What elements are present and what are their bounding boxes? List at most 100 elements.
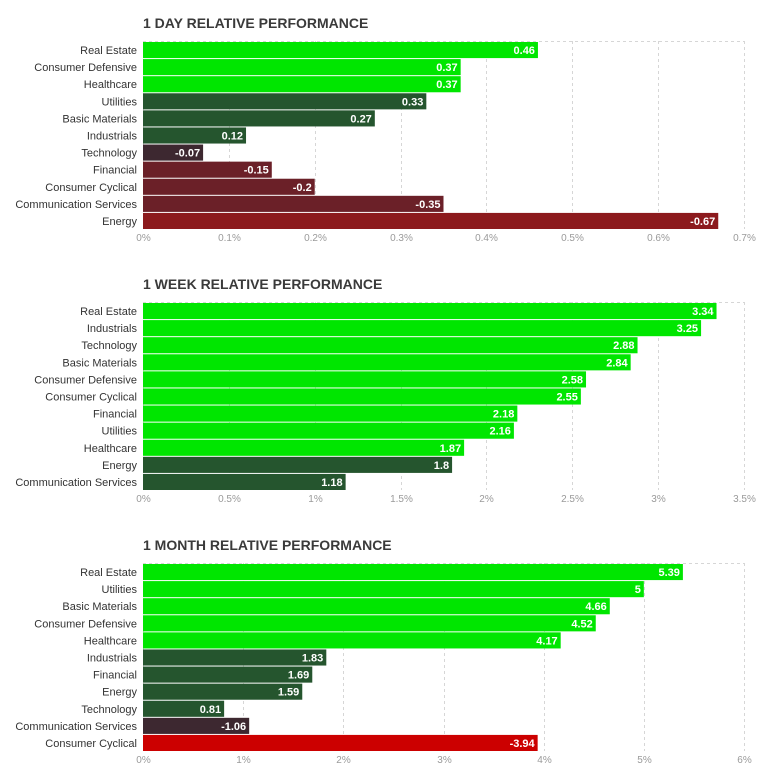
bar-consumer-cyclical[interactable]: [143, 178, 315, 195]
category-label: Basic Materials: [62, 357, 137, 369]
bar-real-estate[interactable]: [143, 42, 538, 59]
x-tick-label: 0%: [136, 755, 151, 766]
x-tick-label: 0%: [136, 233, 151, 244]
bar-consumer-defensive[interactable]: [143, 59, 461, 76]
bar-consumer-cyclical[interactable]: [143, 734, 538, 751]
category-label: Real Estate: [80, 45, 137, 57]
x-tick-label: 1%: [236, 755, 251, 766]
category-label: Communication Services: [15, 721, 137, 733]
bar-industrials[interactable]: [143, 127, 247, 144]
bar-industrials[interactable]: [143, 320, 702, 337]
bar-healthcare[interactable]: [143, 76, 461, 93]
x-tick-label: 2.5%: [561, 494, 584, 505]
bar-utilities[interactable]: [143, 93, 427, 110]
category-label: Consumer Defensive: [34, 618, 137, 630]
x-tick-label: 0.4%: [475, 233, 498, 244]
bar-energy[interactable]: [143, 212, 719, 229]
category-label: Financial: [93, 409, 137, 421]
data-label: 0.37: [436, 62, 457, 74]
bar-financial[interactable]: [143, 161, 272, 178]
x-tick-label: 5%: [637, 755, 652, 766]
data-label: 1.87: [440, 443, 461, 455]
chart-panel-0: 1 DAY RELATIVE PERFORMANCE 0% 0.1% 0.2% 0.3%…: [15, 15, 756, 244]
category-label: Industrials: [87, 323, 138, 335]
bar-basic-materials[interactable]: [143, 354, 631, 371]
category-label: Communication Services: [15, 199, 137, 211]
data-label: 5: [635, 584, 641, 596]
category-label: Utilities: [102, 426, 138, 438]
data-label: 4.66: [585, 601, 606, 613]
data-label: 2.84: [606, 357, 628, 369]
bar-communication-services[interactable]: [143, 195, 444, 212]
x-tick-label: 0.1%: [218, 233, 241, 244]
bar-communication-services[interactable]: [143, 717, 250, 734]
bar-communication-services[interactable]: [143, 473, 346, 490]
bar-financial[interactable]: [143, 666, 313, 683]
category-label: Technology: [81, 340, 137, 352]
bar-real-estate[interactable]: [143, 564, 683, 581]
x-tick-label: 1%: [308, 494, 323, 505]
category-label: Healthcare: [84, 635, 137, 647]
category-label: Communication Services: [15, 477, 137, 489]
bar-financial[interactable]: [143, 405, 518, 422]
category-label: Healthcare: [84, 443, 137, 455]
category-label: Industrials: [87, 131, 138, 143]
data-label: 1.83: [302, 653, 323, 665]
bar-energy[interactable]: [143, 456, 453, 473]
x-tick-label: 0%: [136, 494, 151, 505]
bar-consumer-defensive[interactable]: [143, 615, 596, 632]
chart-panel-1: 1 WEEK RELATIVE PERFORMANCE 0% 0.5% 1% 1.5% 2…: [15, 276, 756, 505]
x-tick-label: 6%: [737, 755, 752, 766]
data-label: 5.39: [658, 567, 679, 579]
bar-technology[interactable]: [143, 337, 638, 354]
chart-panel-2: 1 MONTH RELATIVE PERFORMANCE 0% 1% 2% 3% 4% 5%…: [15, 537, 751, 766]
bar-industrials[interactable]: [143, 649, 327, 666]
bar-healthcare[interactable]: [143, 632, 561, 649]
x-tick-label: 0.6%: [647, 233, 670, 244]
chart-title: 1 DAY RELATIVE PERFORMANCE: [143, 15, 368, 31]
bar-real-estate[interactable]: [143, 303, 717, 320]
bar-utilities[interactable]: [143, 581, 644, 598]
data-label: 2.58: [562, 374, 583, 386]
x-tick-label: 0.2%: [304, 233, 327, 244]
bar-consumer-cyclical[interactable]: [143, 388, 581, 405]
data-label: 0.37: [436, 79, 457, 91]
data-label: -0.67: [690, 216, 715, 228]
category-label: Financial: [93, 165, 137, 177]
category-label: Consumer Cyclical: [45, 738, 137, 750]
data-label: 2.55: [556, 392, 577, 404]
bar-healthcare[interactable]: [143, 439, 465, 456]
x-tick-label: 4%: [537, 755, 552, 766]
data-label: 4.17: [536, 635, 557, 647]
category-label: Utilities: [102, 96, 138, 108]
category-label: Real Estate: [80, 567, 137, 579]
bar-basic-materials[interactable]: [143, 598, 610, 615]
bar-consumer-defensive[interactable]: [143, 371, 587, 388]
data-label: 2.88: [613, 340, 634, 352]
bar-energy[interactable]: [143, 683, 303, 700]
bar-utilities[interactable]: [143, 422, 514, 439]
category-label: Technology: [81, 148, 137, 160]
chart-title: 1 MONTH RELATIVE PERFORMANCE: [143, 537, 392, 553]
x-tick-label: 3%: [437, 755, 452, 766]
bar-basic-materials[interactable]: [143, 110, 375, 127]
data-label: -0.15: [244, 165, 269, 177]
category-label: Utilities: [102, 584, 138, 596]
x-tick-label: 2%: [479, 494, 494, 505]
category-label: Consumer Defensive: [34, 62, 137, 74]
x-tick-label: 1.5%: [390, 494, 413, 505]
data-label: 2.18: [493, 409, 514, 421]
x-tick-label: 2%: [336, 755, 351, 766]
data-label: -3.94: [510, 738, 536, 750]
data-label: -0.35: [415, 199, 440, 211]
data-label: 0.27: [350, 113, 371, 125]
bar-technology[interactable]: [143, 144, 204, 161]
category-label: Real Estate: [80, 306, 137, 318]
category-label: Consumer Defensive: [34, 374, 137, 386]
x-tick-label: 0.5%: [218, 494, 241, 505]
category-label: Consumer Cyclical: [45, 392, 137, 404]
x-tick-label: 3.5%: [733, 494, 756, 505]
x-tick-label: 0.5%: [561, 233, 584, 244]
bar-technology[interactable]: [143, 700, 225, 717]
